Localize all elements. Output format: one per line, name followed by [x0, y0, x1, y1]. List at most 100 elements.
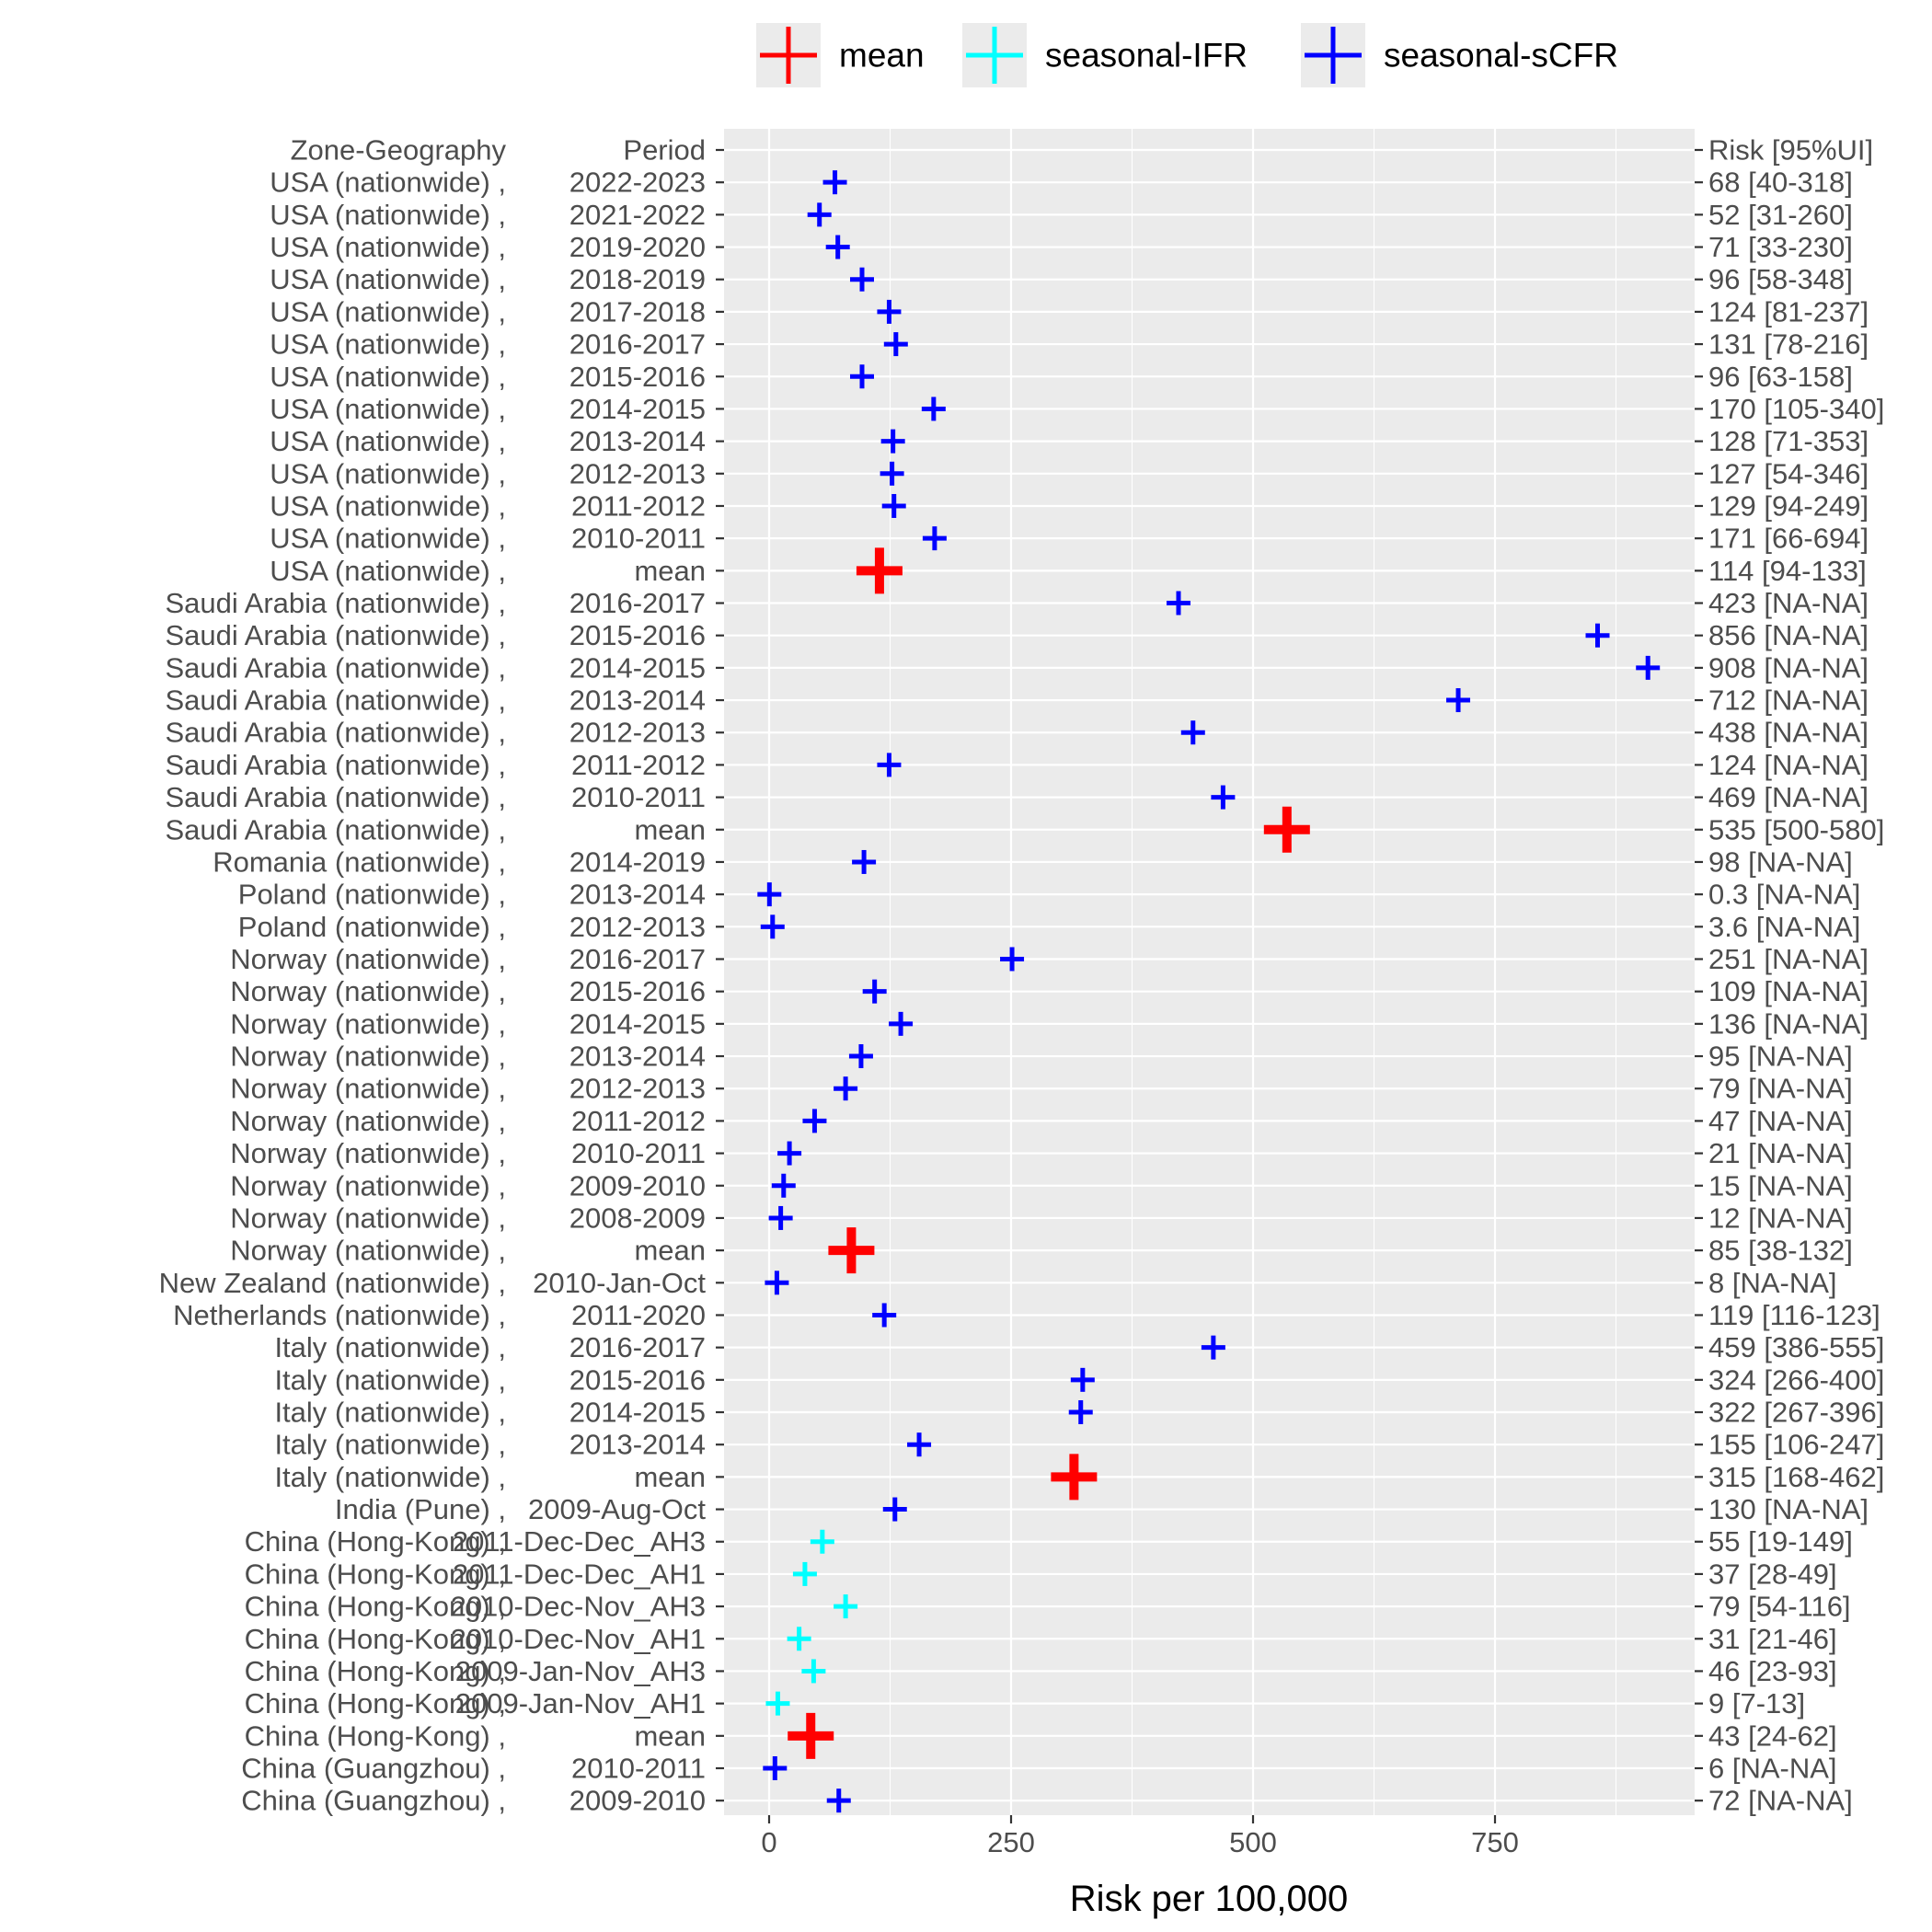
- period-label: 2013-2014: [569, 879, 706, 911]
- period-label: 2011-Dec-Dec_AH1: [453, 1558, 706, 1590]
- period-label: 2021-2022: [569, 199, 706, 231]
- risk-label: 908 [NA-NA]: [1708, 651, 1869, 684]
- period-label: 2013-2014: [569, 425, 706, 457]
- zone-label: Saudi Arabia (nationwide) ,: [165, 813, 506, 845]
- period-label: 2010-2011: [571, 523, 706, 555]
- x-axis-title: Risk per 100,000: [1070, 1879, 1348, 1919]
- risk-label: 79 [54-116]: [1708, 1591, 1851, 1623]
- period-label: 2011-2012: [571, 489, 706, 522]
- zone-label: China (Hong-Kong) ,: [245, 1558, 506, 1590]
- period-label: 2016-2017: [569, 943, 706, 975]
- risk-label: 98 [NA-NA]: [1708, 845, 1853, 878]
- zone-label: Saudi Arabia (nationwide) ,: [165, 684, 506, 717]
- data-markers: [757, 170, 1661, 1813]
- risk-label: 315 [168-462]: [1708, 1461, 1884, 1493]
- zone-label: USA (nationwide) ,: [270, 167, 506, 199]
- zone-label: Saudi Arabia (nationwide) ,: [165, 717, 506, 749]
- point-marker: [1000, 947, 1025, 972]
- risk-label: 119 [116-123]: [1708, 1299, 1880, 1331]
- point-marker: [1070, 1367, 1095, 1392]
- left-axis: Zone-Geography Period USA (nationwide) , 20…: [159, 134, 724, 1817]
- point-marker: [765, 1691, 790, 1716]
- point-marker: [826, 1788, 851, 1813]
- period-label: mean: [634, 813, 706, 845]
- period-label: 2014-2019: [569, 845, 706, 878]
- point-marker: [834, 1594, 858, 1619]
- period-label: 2013-2014: [569, 684, 706, 717]
- point-marker: [1051, 1454, 1098, 1501]
- x-tick-label: 250: [987, 1826, 1035, 1858]
- legend-item: seasonal-IFR: [962, 23, 1248, 87]
- risk-label: 21 [NA-NA]: [1708, 1137, 1853, 1169]
- period-label: 2012-2013: [569, 1073, 706, 1105]
- zone-label: Norway (nationwide) ,: [230, 1169, 506, 1202]
- legend-label: mean: [839, 37, 925, 75]
- zone-label: Norway (nationwide) ,: [230, 1235, 506, 1267]
- point-marker: [856, 547, 903, 594]
- header-risk-label: Risk [95%UI]: [1708, 134, 1873, 167]
- zone-label: Norway (nationwide) ,: [230, 1073, 506, 1105]
- period-label: 2011-2012: [571, 1105, 706, 1137]
- zone-label: Norway (nationwide) ,: [230, 1041, 506, 1073]
- point-marker: [852, 849, 877, 874]
- zone-label: Netherlands (nationwide) ,: [173, 1299, 506, 1331]
- period-label: 2014-2015: [569, 1007, 706, 1040]
- zone-label: Norway (nationwide) ,: [230, 1137, 506, 1169]
- risk-label: 469 [NA-NA]: [1708, 781, 1869, 813]
- point-marker: [763, 1756, 788, 1780]
- bottom-axis: 0 250 500 750: [761, 1815, 1519, 1858]
- zone-label: China (Hong-Kong) ,: [245, 1687, 506, 1719]
- risk-label: 136 [NA-NA]: [1708, 1007, 1869, 1040]
- zone-label: Norway (nationwide) ,: [230, 1105, 506, 1137]
- point-marker: [765, 1271, 789, 1295]
- period-label: 2013-2014: [569, 1041, 706, 1073]
- risk-label: 124 [81-237]: [1708, 295, 1869, 328]
- period-label: 2018-2019: [569, 263, 706, 295]
- point-marker: [922, 526, 947, 551]
- point-marker: [810, 1529, 834, 1554]
- zone-label: Norway (nationwide) ,: [230, 975, 506, 1007]
- zone-label: Italy (nationwide) ,: [274, 1397, 506, 1429]
- zone-label: USA (nationwide) ,: [270, 457, 506, 489]
- risk-label: 170 [105-340]: [1708, 393, 1884, 425]
- legend-item: mean: [756, 23, 925, 87]
- point-marker: [834, 1076, 858, 1101]
- risk-label: 8 [NA-NA]: [1708, 1267, 1837, 1299]
- period-label: 2011-2012: [571, 749, 706, 781]
- zone-label: Poland (nationwide) ,: [238, 879, 506, 911]
- period-label: 2008-2009: [569, 1202, 706, 1234]
- point-marker: [822, 170, 847, 195]
- point-marker: [757, 882, 782, 907]
- risk-label: 95 [NA-NA]: [1708, 1041, 1853, 1073]
- point-marker: [801, 1659, 826, 1684]
- period-label: 2009-Jan-Nov_AH1: [455, 1687, 706, 1719]
- gridlines: [724, 129, 1695, 1815]
- risk-label: 46 [23-93]: [1708, 1655, 1837, 1687]
- legend-label: seasonal-sCFR: [1384, 37, 1618, 75]
- period-label: mean: [634, 1235, 706, 1267]
- point-marker: [880, 429, 905, 454]
- period-label: 2016-2017: [569, 328, 706, 361]
- x-tick-label: 500: [1229, 1826, 1277, 1858]
- risk-label: 438 [NA-NA]: [1708, 717, 1869, 749]
- period-label: 2011-2020: [571, 1299, 706, 1331]
- plot-panel: [724, 129, 1695, 1815]
- zone-label: Romania (nationwide) ,: [213, 845, 506, 878]
- period-label: 2009-Aug-Oct: [528, 1493, 706, 1525]
- period-label: mean: [634, 555, 706, 587]
- risk-label: 0.3 [NA-NA]: [1708, 879, 1860, 911]
- period-label: 2019-2020: [569, 231, 706, 263]
- point-marker: [882, 1497, 907, 1522]
- period-label: 2016-2017: [569, 587, 706, 619]
- risk-label: 43 [24-62]: [1708, 1719, 1837, 1752]
- period-label: 2014-2015: [569, 393, 706, 425]
- period-label: 2009-2010: [569, 1169, 706, 1202]
- legend-label: seasonal-IFR: [1045, 37, 1248, 75]
- x-tick-label: 0: [761, 1826, 776, 1858]
- zone-label: USA (nationwide) ,: [270, 489, 506, 522]
- point-marker: [907, 1432, 932, 1457]
- point-marker: [872, 1303, 897, 1328]
- risk-label: 324 [266-400]: [1708, 1363, 1884, 1396]
- period-label: mean: [634, 1461, 706, 1493]
